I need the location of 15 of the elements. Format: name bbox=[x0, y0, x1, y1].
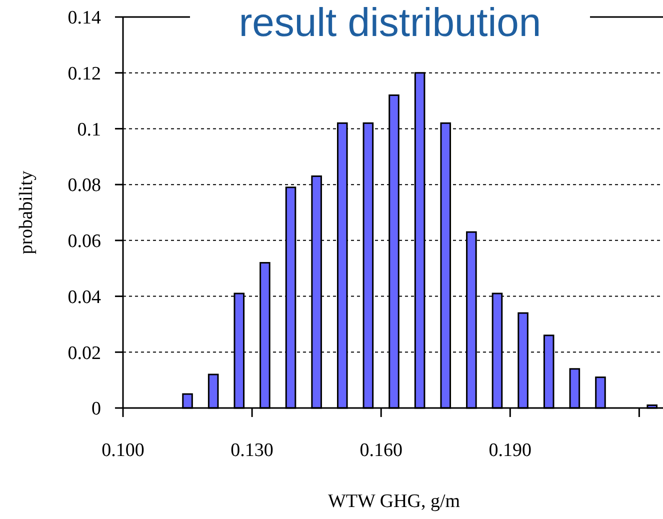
x-tick-label: 0.160 bbox=[360, 440, 402, 461]
chart-title: result distribution bbox=[238, 1, 542, 45]
y-tick-label: 0 bbox=[92, 398, 101, 420]
y-tick-label: 0.04 bbox=[68, 286, 102, 308]
y-tick-label: 0.14 bbox=[68, 8, 102, 29]
x-tick-label: 0.190 bbox=[488, 440, 532, 461]
y-tick-label: 0.06 bbox=[68, 231, 101, 252]
y-tick-label: 0.1 bbox=[77, 119, 101, 140]
x-axis-title: WTW GHG, g/m bbox=[328, 491, 460, 512]
y-axis-title: probability bbox=[16, 170, 37, 254]
y-tick-label: 0.08 bbox=[68, 175, 101, 196]
x-tick-label: 0.130 bbox=[230, 440, 274, 461]
x-tick-label: 0.100 bbox=[102, 440, 144, 461]
y-tick-label: 0.02 bbox=[68, 342, 101, 364]
y-tick-label: 0.12 bbox=[68, 64, 101, 85]
